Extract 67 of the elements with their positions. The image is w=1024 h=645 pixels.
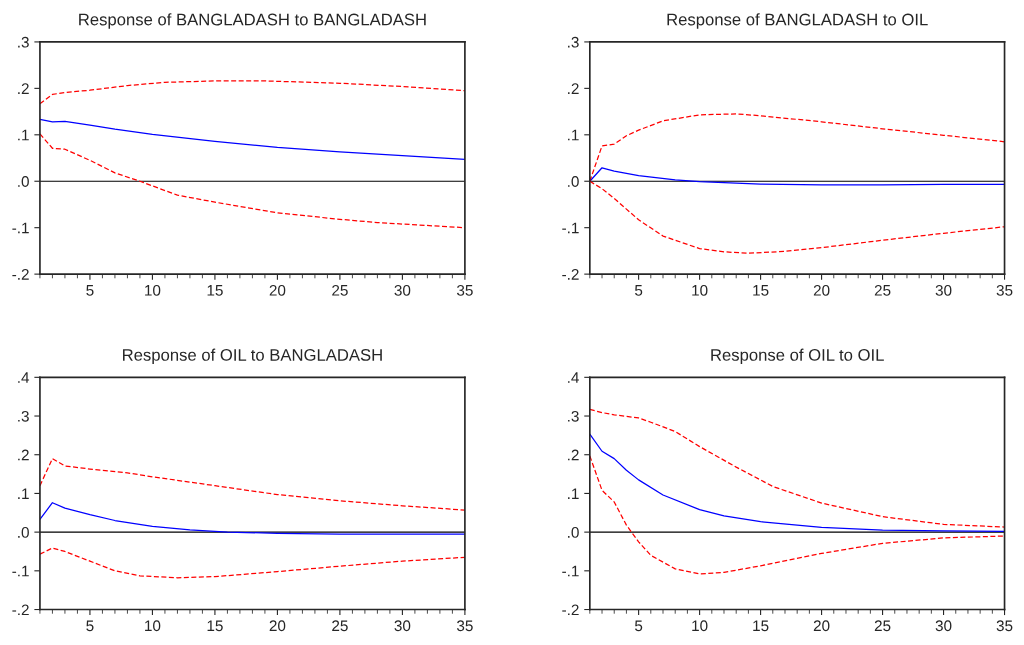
x-tick-label: 35 bbox=[456, 620, 473, 632]
x-tick-label: 5 bbox=[86, 285, 94, 296]
y-tick-label: .3 bbox=[568, 36, 579, 48]
y-tick-label: .4 bbox=[568, 372, 579, 383]
y-tick-label: -.2 bbox=[12, 604, 29, 616]
x-tick-label: 30 bbox=[935, 620, 952, 632]
x-tick-label: 30 bbox=[935, 284, 952, 296]
y-tick-label: -.2 bbox=[562, 268, 579, 280]
y-tick-label: -.2 bbox=[562, 604, 579, 616]
y-tick-label: .1 bbox=[568, 488, 579, 499]
y-tick-label: -.1 bbox=[562, 565, 579, 577]
y-tick-label: .0 bbox=[18, 526, 29, 538]
x-tick-label: 25 bbox=[874, 620, 891, 632]
line-series bbox=[39, 457, 465, 511]
chart-title: Response of BANGLADASH to OIL bbox=[667, 13, 928, 29]
y-tick-label: .1 bbox=[18, 129, 29, 141]
y-tick-label: -.2 bbox=[12, 268, 29, 280]
x-tick-label: 10 bbox=[145, 284, 161, 296]
chart-title: Response of OIL to BANGLADASH bbox=[123, 348, 382, 365]
y-tick-label: .0 bbox=[568, 176, 579, 187]
line-series bbox=[589, 433, 1005, 532]
y-tick-label: -.1 bbox=[12, 222, 29, 234]
x-tick-label: 10 bbox=[145, 620, 161, 632]
chart-title: Response of OIL to OIL bbox=[711, 348, 884, 365]
y-tick-label: .3 bbox=[568, 410, 579, 422]
x-tick-label: 10 bbox=[692, 284, 708, 296]
y-tick-label: .1 bbox=[18, 488, 29, 499]
y-tick-label: .0 bbox=[568, 526, 579, 538]
x-tick-label: 35 bbox=[996, 284, 1013, 296]
line-series bbox=[589, 408, 1005, 528]
x-tick-label: 30 bbox=[394, 620, 411, 632]
x-tick-label: 25 bbox=[332, 620, 348, 632]
x-tick-label: 15 bbox=[753, 620, 769, 632]
y-tick-label: .4 bbox=[18, 372, 30, 383]
x-tick-label: 20 bbox=[269, 620, 286, 632]
y-tick-label: .1 bbox=[568, 129, 579, 141]
y-tick-label: -.1 bbox=[12, 565, 29, 577]
line-series bbox=[39, 547, 465, 579]
x-tick-label: 10 bbox=[692, 620, 708, 632]
y-tick-label: .0 bbox=[18, 176, 29, 187]
y-tick-label: .3 bbox=[18, 36, 29, 48]
x-tick-label: 20 bbox=[813, 284, 830, 296]
x-tick-label: 15 bbox=[207, 620, 223, 632]
x-tick-label: 20 bbox=[269, 284, 286, 296]
x-tick-label: 15 bbox=[207, 285, 223, 296]
y-tick-label: .2 bbox=[18, 83, 29, 94]
x-tick-label: 25 bbox=[332, 284, 348, 296]
x-tick-label: 5 bbox=[634, 620, 643, 632]
line-series bbox=[39, 133, 465, 229]
x-tick-label: 25 bbox=[874, 284, 891, 296]
x-tick-label: 35 bbox=[996, 620, 1013, 632]
x-tick-label: 20 bbox=[813, 620, 830, 632]
x-tick-label: 30 bbox=[394, 284, 411, 296]
line-series bbox=[589, 167, 1005, 186]
x-tick-label: 15 bbox=[753, 285, 769, 296]
line-series bbox=[39, 80, 465, 105]
x-tick-label: 35 bbox=[456, 284, 473, 296]
x-tick-label: 5 bbox=[86, 620, 94, 632]
line-series bbox=[39, 118, 465, 161]
chart-title: Response of BANGLADASH to BANGLADASH bbox=[79, 13, 426, 29]
y-tick-label: .3 bbox=[18, 410, 29, 422]
x-tick-label: 5 bbox=[634, 285, 643, 296]
y-tick-label: -.1 bbox=[562, 222, 579, 234]
y-tick-label: .2 bbox=[568, 449, 579, 461]
y-tick-label: .2 bbox=[568, 83, 579, 94]
line-series bbox=[39, 502, 465, 535]
y-tick-label: .2 bbox=[18, 449, 29, 461]
